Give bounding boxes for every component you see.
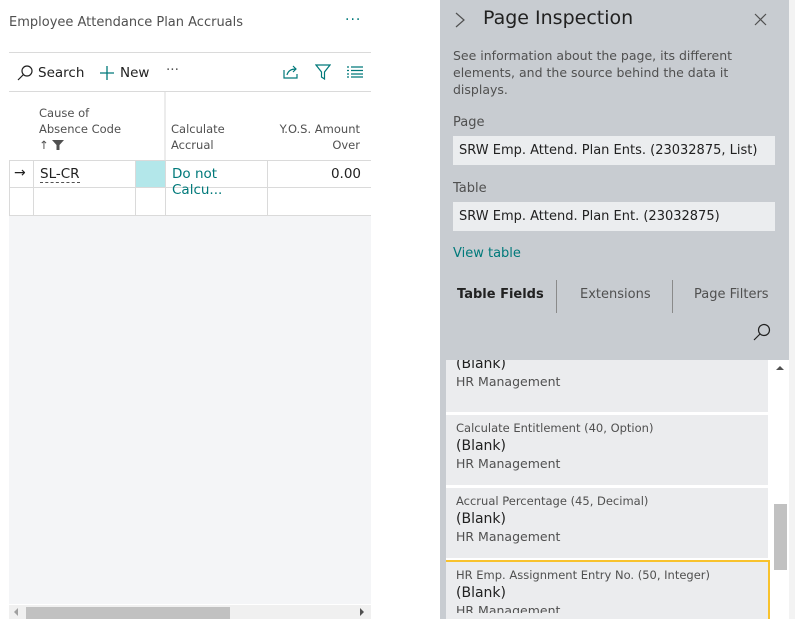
- chevron-right-icon[interactable]: [454, 11, 466, 29]
- scroll-up-icon[interactable]: [776, 366, 784, 370]
- vertical-scrollbar[interactable]: [773, 360, 789, 619]
- field-value: (Blank): [456, 585, 506, 601]
- field-card[interactable]: Accrual Percentage (45, Decimal) (Blank)…: [446, 488, 768, 558]
- page-more-button[interactable]: ···: [345, 12, 362, 28]
- filter-applied-icon: [51, 140, 64, 150]
- row-indicator-arrow-icon: →: [10, 161, 34, 188]
- field-card-selected[interactable]: HR Emp. Assignment Entry No. (50, Intege…: [446, 560, 770, 619]
- cause-code-link: SL-CR: [40, 166, 80, 183]
- field-value: (Blank): [456, 360, 506, 372]
- tab-page-filters[interactable]: Page Filters: [694, 287, 769, 302]
- field-source: HR Management: [456, 374, 561, 389]
- field-value: (Blank): [456, 511, 506, 527]
- header-text: Accrual: [171, 138, 214, 152]
- field-card[interactable]: Calculate Entitlement (40, Option) (Blan…: [446, 415, 768, 485]
- scroll-left-icon[interactable]: [14, 608, 18, 616]
- field-name: HR Emp. Assignment Entry No. (50, Intege…: [456, 568, 711, 582]
- field-card[interactable]: (Blank) HR Management: [446, 360, 768, 412]
- list-view-icon[interactable]: [347, 66, 363, 78]
- selection-cell[interactable]: [136, 161, 166, 188]
- fields-list: (Blank) HR Management Calculate Entitlem…: [446, 360, 773, 619]
- scroll-right-icon[interactable]: [360, 608, 364, 616]
- header-text: Cause of: [39, 106, 90, 120]
- pane-title: Page Inspection: [483, 7, 634, 29]
- filter-icon[interactable]: [315, 64, 331, 80]
- toolbar-more-button[interactable]: ···: [166, 62, 179, 78]
- search-icon: [17, 65, 33, 81]
- pane-description: See information about the page, its diff…: [453, 48, 733, 97]
- page-value: SRW Emp. Attend. Plan Ents. (23032875, L…: [453, 136, 775, 165]
- table-label: Table: [453, 181, 487, 196]
- tab-extensions[interactable]: Extensions: [580, 287, 651, 302]
- share-icon[interactable]: [282, 64, 300, 80]
- view-table-link[interactable]: View table: [453, 246, 521, 261]
- header-text: Y.O.S. Amount: [279, 122, 360, 136]
- header-text: Absence Code: [39, 122, 122, 136]
- plus-icon: [100, 66, 114, 80]
- search-button[interactable]: Search: [17, 65, 84, 81]
- field-name: Accrual Percentage (45, Decimal): [456, 494, 649, 508]
- field-source: HR Management: [456, 529, 561, 544]
- search-label: Search: [38, 65, 85, 81]
- calculate-accrual-cell[interactable]: Do not Calcu...: [166, 161, 268, 198]
- column-header-cause[interactable]: Cause of Absence Code ↑: [39, 105, 121, 153]
- page-label: Page: [453, 115, 485, 130]
- field-source: HR Management: [456, 456, 561, 471]
- close-icon[interactable]: [754, 13, 767, 26]
- field-name: Calculate Entitlement (40, Option): [456, 421, 654, 435]
- empty-list-area: [9, 216, 371, 604]
- yos-amount-cell[interactable]: 0.00: [268, 161, 371, 188]
- page-title: Employee Attendance Plan Accruals: [9, 15, 244, 30]
- column-header-yos-amount[interactable]: Y.O.S. Amount Over: [268, 121, 360, 153]
- scrollbar-thumb[interactable]: [26, 607, 230, 619]
- scrollbar-thumb[interactable]: [774, 504, 787, 570]
- column-header-calculate-accrual[interactable]: Calculate Accrual: [171, 121, 225, 153]
- table-value: SRW Emp. Attend. Plan Ent. (23032875): [453, 202, 775, 231]
- field-value: (Blank): [456, 438, 506, 454]
- horizontal-scrollbar[interactable]: [9, 605, 371, 619]
- header-text: Calculate: [171, 122, 225, 136]
- new-button[interactable]: New: [99, 65, 149, 81]
- header-text: Over: [332, 138, 360, 152]
- cause-code-cell[interactable]: SL-CR: [34, 161, 136, 188]
- new-label: New: [120, 65, 150, 81]
- search-icon[interactable]: [753, 323, 771, 341]
- tab-table-fields[interactable]: Table Fields: [457, 287, 544, 302]
- sort-ascending-icon: ↑: [39, 138, 49, 152]
